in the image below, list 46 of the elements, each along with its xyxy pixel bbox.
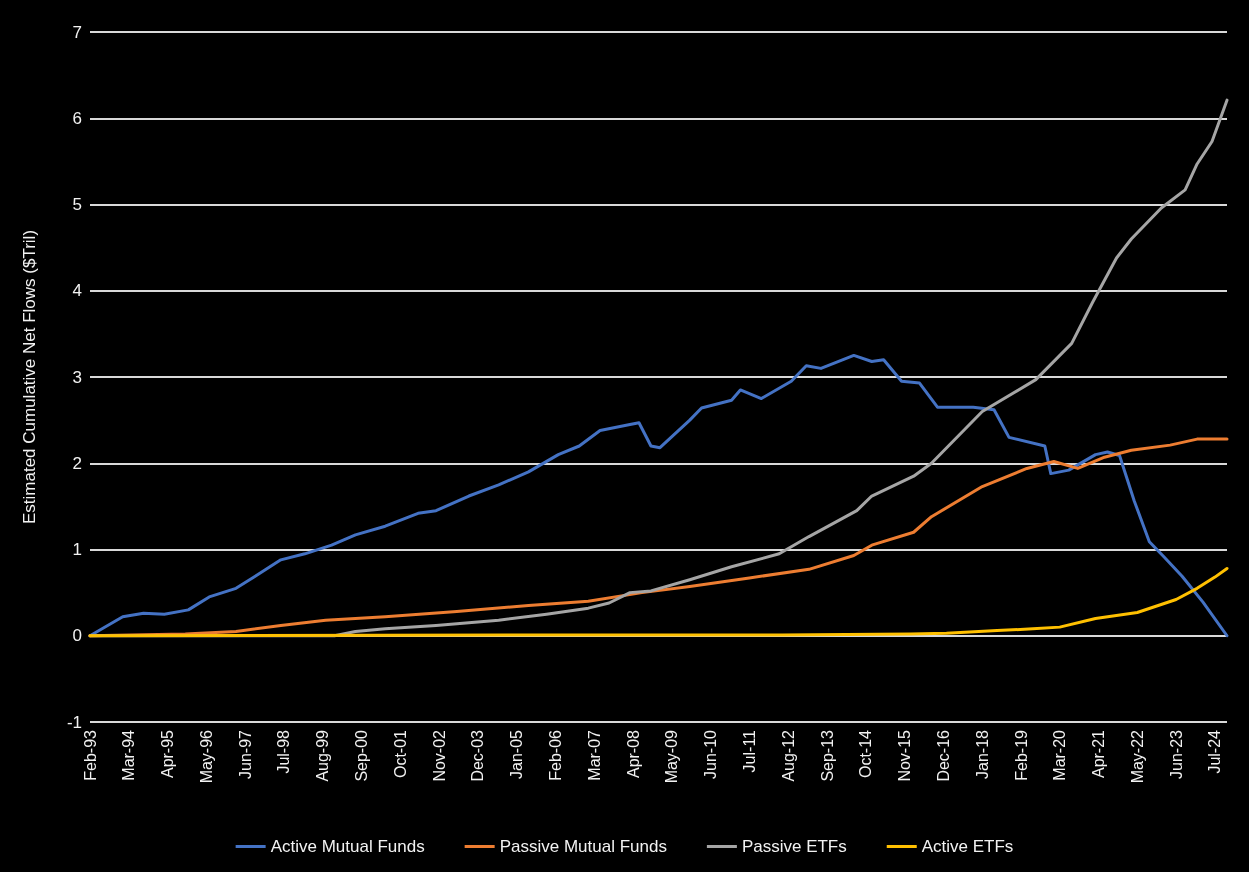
x-tick-label: Dec-16 xyxy=(934,729,952,782)
x-tick-label: Feb-06 xyxy=(547,729,565,781)
x-tick-label: Oct-14 xyxy=(857,729,875,779)
x-tick-label: May-96 xyxy=(197,729,215,784)
x-tick-label: Jun-97 xyxy=(236,729,254,779)
x-tick-label: Dec-03 xyxy=(469,729,487,782)
x-tick-label: Mar-20 xyxy=(1051,729,1069,781)
x-tick-label: Sep-00 xyxy=(353,729,370,782)
legend-label: Active ETFs xyxy=(921,837,1014,856)
x-tick-label: Jan-05 xyxy=(508,729,526,779)
y-tick-label: 7 xyxy=(72,22,82,42)
x-tick-label: May-09 xyxy=(663,729,681,784)
x-tick-label: Feb-19 xyxy=(1012,729,1030,781)
x-tick-label: Apr-95 xyxy=(158,729,176,779)
y-tick-label: 0 xyxy=(72,626,82,646)
x-tick-label: Jun-23 xyxy=(1167,729,1185,779)
x-tick-label: Sep-13 xyxy=(818,729,836,782)
x-tick-label: Apr-21 xyxy=(1090,729,1108,779)
x-tick-label: Jul-11 xyxy=(740,729,758,773)
x-tick-label: Mar-94 xyxy=(120,729,138,781)
x-tick-label: Nov-02 xyxy=(430,729,448,782)
x-tick-label: Jul-24 xyxy=(1206,729,1224,774)
legend-label: Active Mutual Funds xyxy=(270,837,425,856)
y-tick-label: 2 xyxy=(72,453,82,473)
x-tick-label: Mar-07 xyxy=(585,729,603,781)
line-series xyxy=(88,566,1229,638)
y-tick-label: 3 xyxy=(72,367,82,387)
x-tick-label: Feb-93 xyxy=(81,729,99,781)
legend-label: Passive Mutual Funds xyxy=(499,837,667,856)
x-tick-label: Jul-98 xyxy=(275,729,293,774)
x-tick-label: Aug-99 xyxy=(314,729,332,782)
legend-label: Passive ETFs xyxy=(741,837,847,856)
y-tick-label: 1 xyxy=(72,540,82,559)
x-tick-label: Aug-12 xyxy=(779,729,797,782)
x-tick-label: Oct-01 xyxy=(391,729,409,779)
y-tick-label: 6 xyxy=(72,108,82,128)
y-axis-title: Estimated Cumulative Net Flows ($Tril) xyxy=(20,229,39,525)
y-tick-label: 4 xyxy=(72,281,82,301)
x-tick-label: May-22 xyxy=(1128,729,1146,784)
x-tick-label: Jun-10 xyxy=(702,729,720,779)
x-tick-label: Nov-15 xyxy=(896,729,914,782)
x-tick-label: Apr-08 xyxy=(624,729,642,779)
y-tick-label: -1 xyxy=(66,712,82,732)
x-tick-label: Jan-18 xyxy=(973,729,991,779)
line-series xyxy=(88,353,1229,638)
y-tick-label: 5 xyxy=(72,195,82,214)
